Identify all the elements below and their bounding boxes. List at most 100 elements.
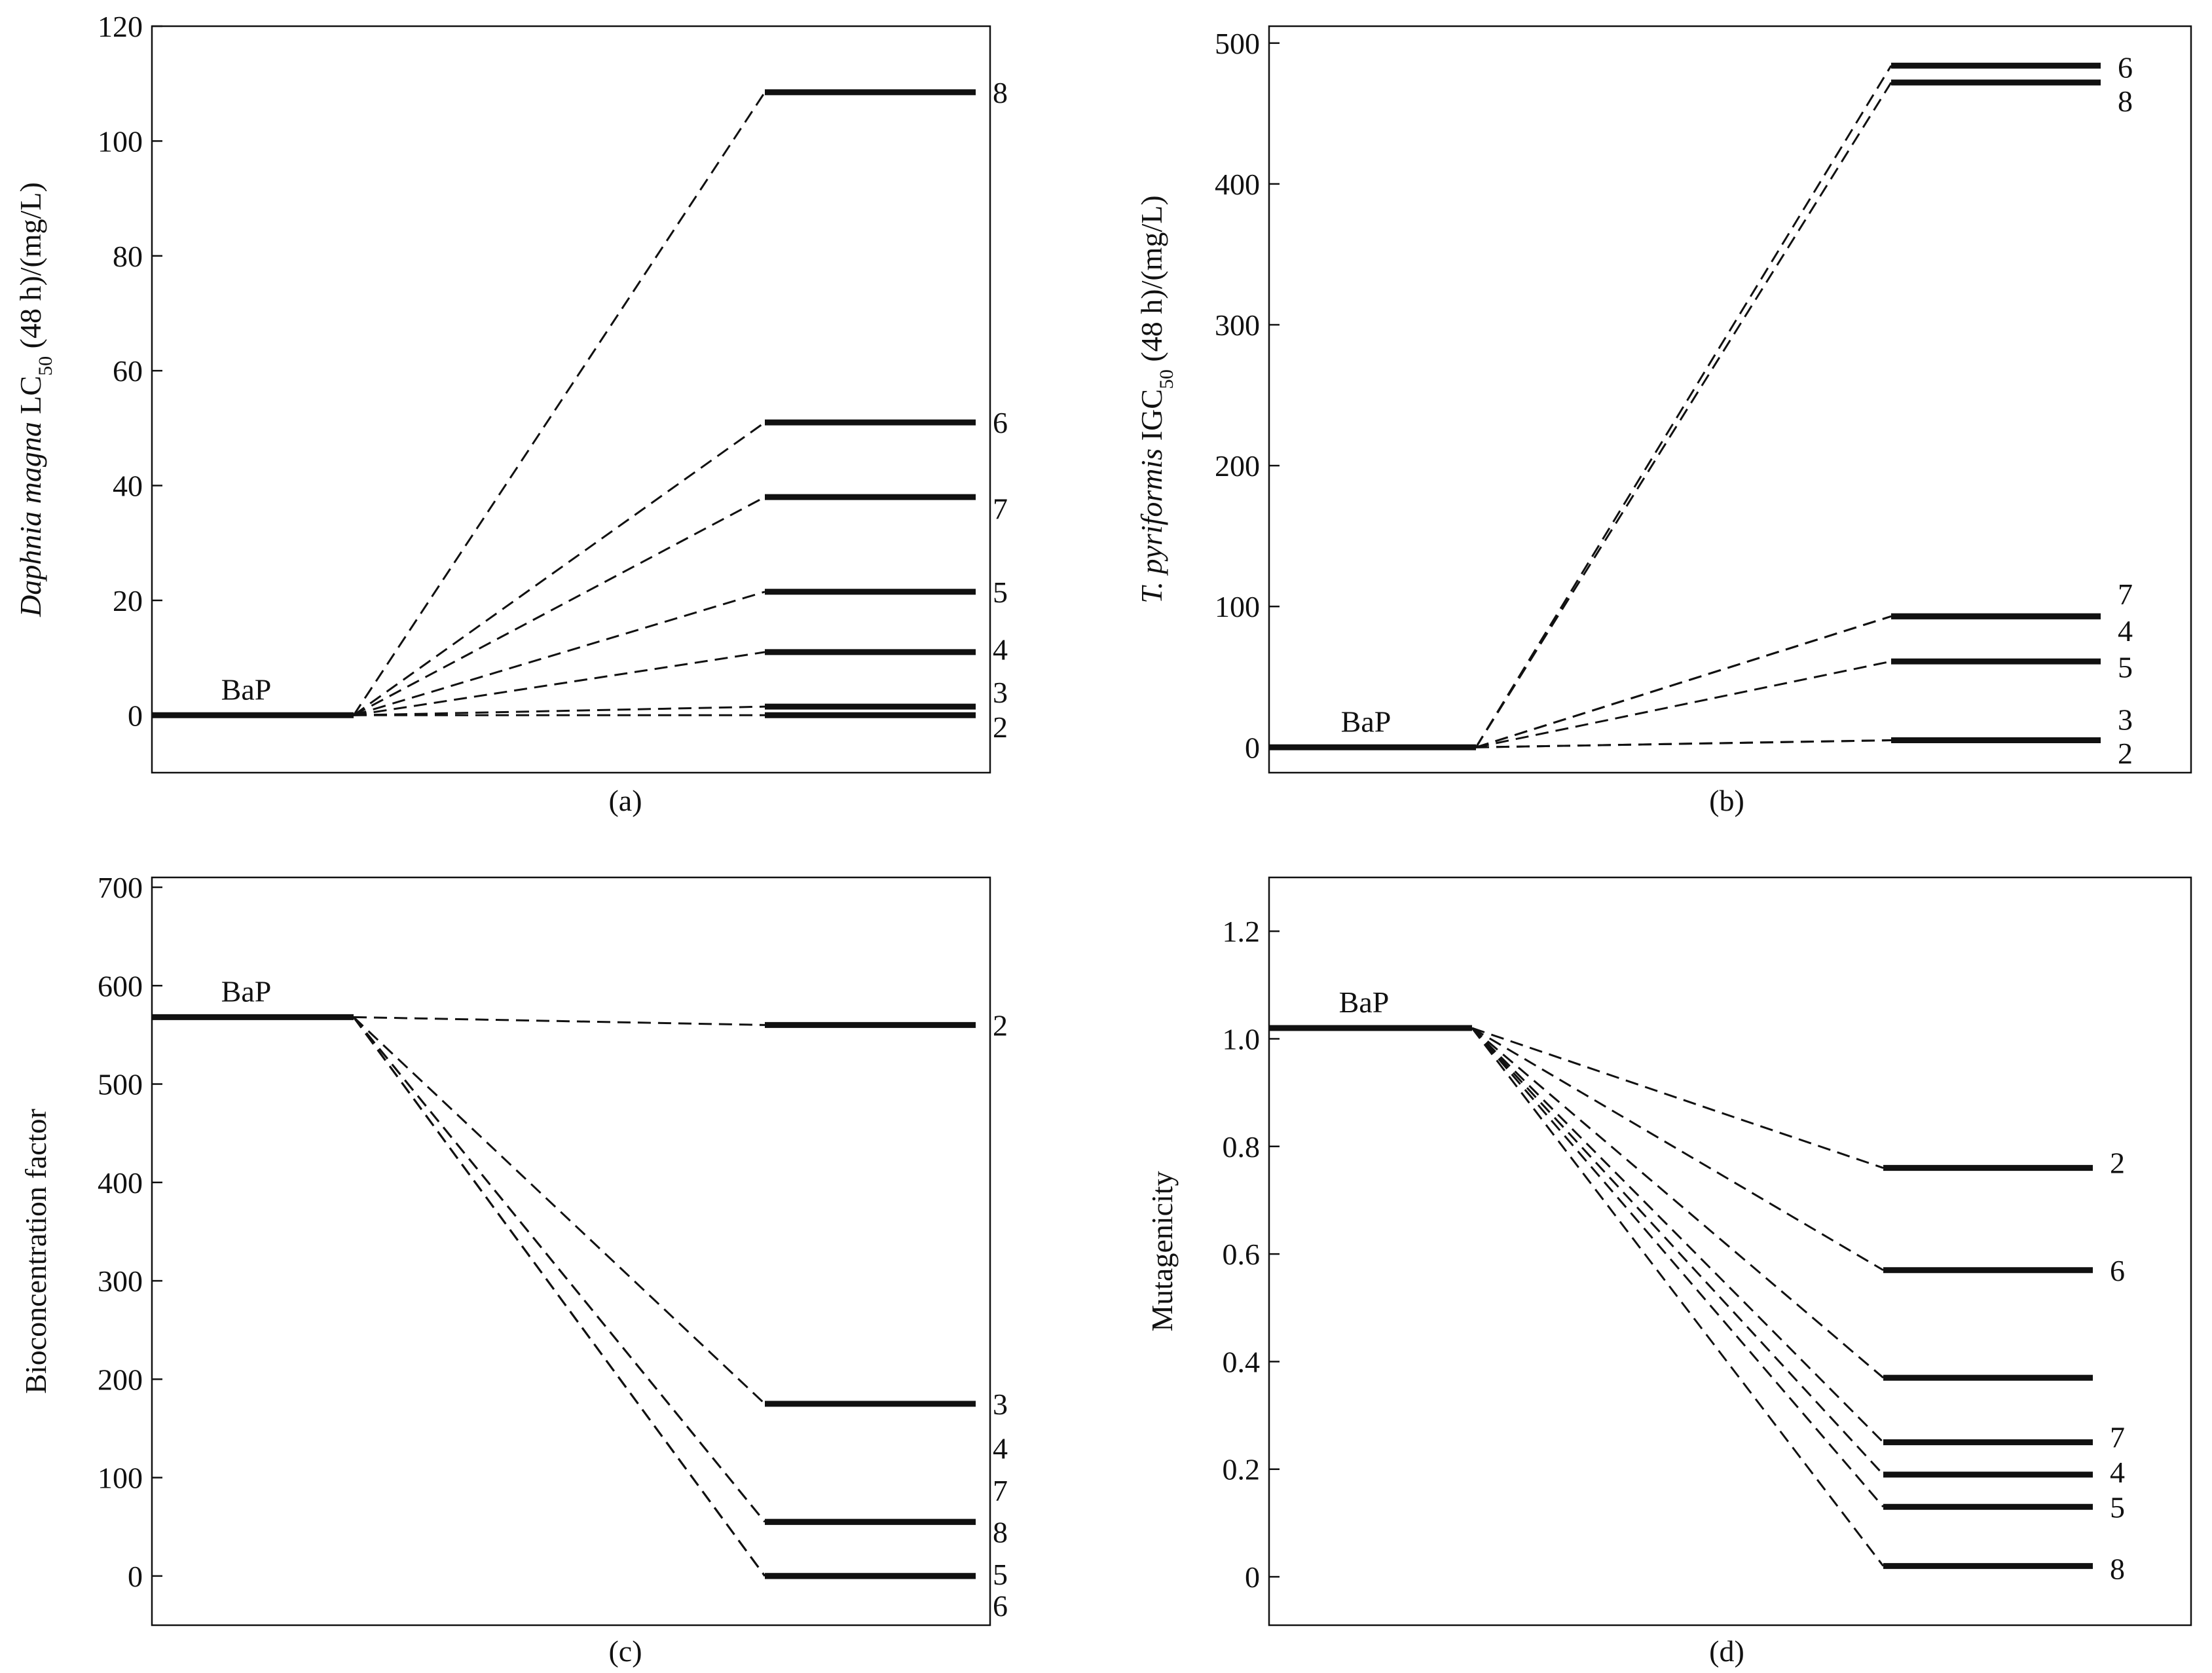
y-tick-label: 80 — [113, 240, 143, 273]
y-axis-title: Bioconcentration factor — [19, 1109, 52, 1394]
y-tick-label: 600 — [98, 969, 143, 1002]
y-tick-label: 700 — [98, 871, 143, 904]
plot-frame — [151, 25, 991, 774]
reference-label: BaP — [1341, 705, 1392, 738]
panel-caption: (d) — [1709, 1634, 1744, 1668]
series-connector-6 — [352, 1016, 766, 1577]
series-label: 5 — [2110, 1490, 2125, 1524]
y-tick-label: 200 — [1215, 449, 1260, 483]
series-label: 3 — [993, 1388, 1008, 1421]
y-tick-label: 0.6 — [1223, 1238, 1261, 1271]
series-connector-8 — [352, 92, 766, 716]
y-tick-label: 400 — [98, 1166, 143, 1200]
y-axis-title-part: LC — [14, 376, 47, 422]
series-label: 5 — [2118, 651, 2133, 684]
y-tick-label: 500 — [1215, 27, 1260, 60]
y-tick-label: 200 — [98, 1363, 143, 1396]
series-label: 7 — [2110, 1420, 2125, 1454]
series-connector-7 — [352, 1016, 766, 1523]
y-tick-label: 300 — [1215, 308, 1260, 342]
y-tick-label: 1.2 — [1223, 915, 1261, 948]
y-tick-label: 400 — [1215, 168, 1260, 201]
chart-panel-c: 0 100 200 300 400 500 600 700 Bioconcentration f… — [19, 871, 1008, 1668]
series-label: 5 — [993, 576, 1008, 609]
series-label: 6 — [993, 406, 1008, 439]
series-label: 8 — [2110, 1553, 2125, 1586]
y-tick-label: 100 — [98, 1462, 143, 1495]
series-connector-6 — [1475, 65, 1892, 748]
plot-frame — [1268, 876, 2192, 1627]
series-connector-4 — [1471, 1027, 1885, 1475]
series-connector-6 — [353, 421, 765, 716]
panel-caption: (a) — [608, 784, 642, 817]
series-connector-5 — [1471, 1027, 1885, 1508]
plot-frame — [1268, 25, 2192, 774]
series-connector-8 — [1475, 82, 1892, 748]
y-tick-label: 500 — [98, 1068, 143, 1101]
y-axis-title-part: IGC — [1135, 389, 1168, 449]
series-connector-3 — [352, 1016, 766, 1405]
series-connector-8 — [1471, 1027, 1885, 1567]
y-tick-label: 20 — [113, 584, 143, 617]
series-label: 8 — [993, 76, 1008, 109]
series-connector-2 — [1475, 739, 1892, 748]
series-label: 6 — [993, 1589, 1008, 1623]
series-label: 4 — [993, 1432, 1008, 1465]
y-axis-title-part: 50 — [35, 356, 56, 376]
series-label: 4 — [993, 633, 1008, 666]
plot-frame — [151, 876, 991, 1627]
series-connector-6 — [1471, 1027, 1884, 1272]
y-axis-title-part: (48 h)/(mg/L) — [14, 182, 47, 356]
series-connector-7 — [353, 496, 765, 716]
series-connector-5 — [1475, 660, 1892, 748]
chart-panel-a: 0 20 40 60 80 100 120 Daphnia magna LC50 (48 h)… — [14, 10, 1008, 817]
series-label: 7 — [993, 492, 1008, 526]
series-label: 2 — [993, 1008, 1008, 1042]
y-axis-title-part: T. pyriformis — [1135, 449, 1168, 604]
panel-caption: (b) — [1709, 784, 1744, 817]
series-label: 4 — [2110, 1456, 2125, 1489]
y-tick-label: 120 — [98, 10, 143, 43]
series-connector-2 — [353, 1016, 765, 1026]
series-connector-4 — [353, 651, 765, 716]
chart-panel-b: 0 100 200 300 400 500 T. pyriformis IGC50 (48 … — [1135, 25, 2192, 817]
y-tick-label: 100 — [98, 124, 143, 158]
reference-label: BaP — [221, 974, 272, 1008]
series-label: 7 — [993, 1474, 1008, 1507]
series-label: 6 — [2110, 1254, 2125, 1287]
y-axis-title: Daphnia magna LC50 (48 h)/(mg/L) — [14, 182, 56, 617]
y-axis-title-part: (48 h)/(mg/L) — [1135, 195, 1168, 369]
series-label: 2 — [2118, 737, 2133, 770]
series-label: 2 — [2110, 1146, 2125, 1179]
series-label: 6 — [2118, 50, 2133, 84]
y-tick-label: 0 — [1245, 731, 1260, 764]
series-connector-2 — [1471, 1027, 1884, 1169]
y-tick-label: 40 — [113, 469, 143, 503]
y-axis-title: T. pyriformis IGC50 (48 h)/(mg/L) — [1135, 195, 1177, 603]
series-label: 3 — [2118, 703, 2133, 736]
series-label: 8 — [2118, 84, 2133, 118]
reference-label: BaP — [1339, 985, 1390, 1019]
y-tick-label: 300 — [98, 1264, 143, 1298]
y-tick-label: 1.0 — [1223, 1022, 1261, 1056]
y-tick-label: 0.2 — [1223, 1453, 1261, 1486]
y-axis-title-part: Bioconcentration factor — [19, 1109, 52, 1394]
y-tick-label: 60 — [113, 354, 143, 388]
y-tick-label: 0 — [1245, 1560, 1260, 1594]
y-tick-label: 0.4 — [1223, 1345, 1261, 1378]
y-tick-label: 0 — [128, 1560, 143, 1593]
y-axis-title-part: 50 — [1156, 369, 1177, 389]
reference-label: BaP — [221, 672, 272, 706]
chart-panel-d: 0 0.2 0.4 0.6 0.8 1.0 1.2 Mutagenicity (d) BaP 2 6 7… — [1145, 876, 2192, 1668]
series-connector-7 — [1471, 1027, 1885, 1443]
y-tick-label: 0.8 — [1223, 1130, 1261, 1164]
y-axis-title-part: Daphnia magna — [14, 422, 47, 617]
series-label: 4 — [2118, 614, 2133, 648]
series-connector-unlabeled — [1471, 1027, 1884, 1379]
panel-caption: (c) — [608, 1634, 642, 1668]
series-label: 8 — [993, 1515, 1008, 1549]
series-label: 2 — [993, 710, 1008, 744]
series-connector-3 — [353, 705, 765, 716]
series-label: 7 — [2118, 578, 2133, 611]
